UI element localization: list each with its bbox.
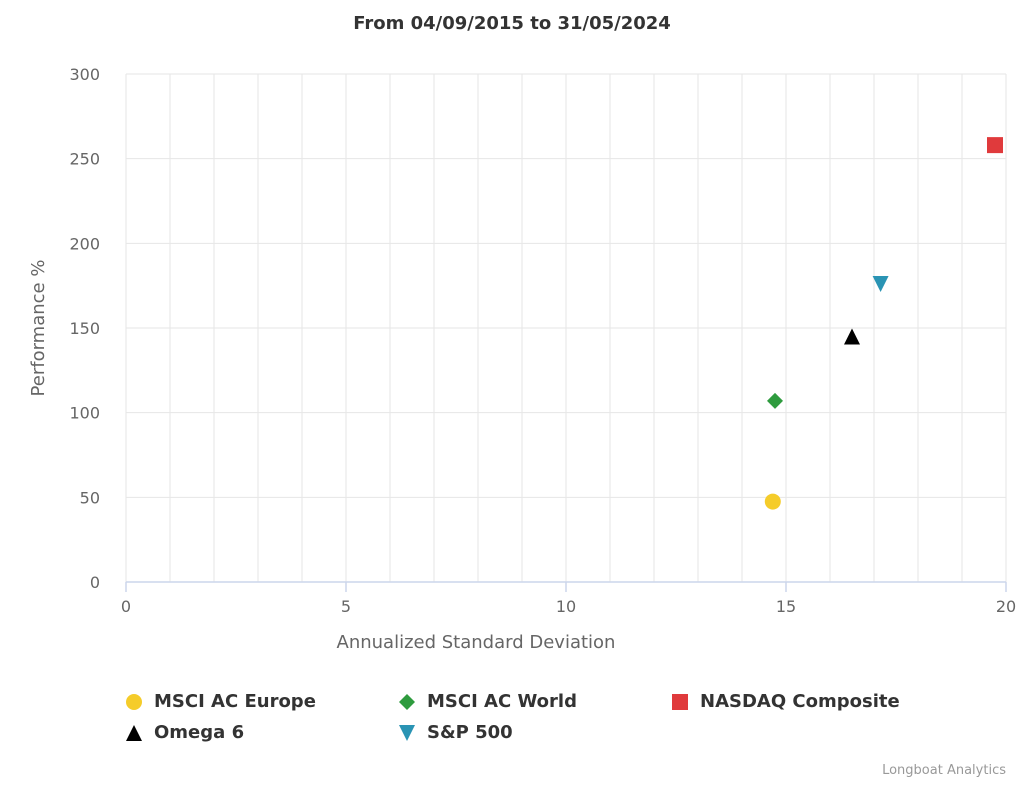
legend-item-msci-ac-europe[interactable]: MSCI AC Europe	[124, 691, 316, 712]
x-tick-label: 10	[556, 597, 576, 616]
x-tick-label: 0	[121, 597, 131, 616]
diamond-marker-icon	[399, 693, 415, 710]
credit-link[interactable]: Longboat Analytics	[882, 763, 1006, 778]
legend-item-nasdaq-composite[interactable]: NASDAQ Composite	[670, 691, 900, 712]
legend-label: MSCI AC World	[427, 691, 577, 712]
triangle-down-marker-icon	[399, 724, 415, 741]
data-point-omega-6[interactable]	[844, 328, 860, 345]
scatter-plot: 0 50 100 150 200 250 300 0 5 10 15 20 Annualized Sta…	[28, 65, 1016, 653]
y-tick-label: 0	[90, 573, 100, 592]
x-tick-label: 20	[996, 597, 1016, 616]
x-axis-title: Annualized Standard Deviation	[337, 632, 616, 653]
circle-marker-icon	[126, 693, 142, 710]
x-tick-label: 5	[341, 597, 351, 616]
y-axis-title: Performance %	[28, 260, 49, 397]
chart-title: From 04/09/2015 to 31/05/2024	[353, 13, 671, 34]
legend-symbol	[672, 693, 688, 710]
x-tick-label: 15	[776, 597, 796, 616]
y-tick-label: 150	[69, 319, 100, 338]
data-point-nasdaq-composite[interactable]	[987, 137, 1003, 154]
data-point-s-p-500[interactable]	[872, 275, 889, 292]
data-point-msci-ac-world[interactable]	[767, 392, 783, 409]
legend-symbol	[399, 693, 415, 710]
y-tick-label: 250	[69, 150, 100, 169]
y-tick-label: 100	[69, 404, 100, 423]
legend-item-omega-6[interactable]: Omega 6	[124, 722, 244, 743]
legend-symbol	[126, 693, 142, 710]
triangle-marker-icon	[126, 724, 142, 741]
legend-item-s-p-500[interactable]: S&P 500	[397, 722, 513, 743]
legend-label: Omega 6	[154, 722, 245, 743]
legend-label: MSCI AC Europe	[154, 691, 316, 712]
legend-label: S&P 500	[427, 722, 513, 743]
legend-symbol	[399, 724, 415, 741]
legend-label: NASDAQ Composite	[700, 691, 900, 712]
legend-item-msci-ac-world[interactable]: MSCI AC World	[397, 691, 577, 712]
y-tick-label: 50	[80, 488, 100, 507]
legend-symbol	[126, 724, 142, 741]
y-tick-label: 200	[69, 234, 100, 253]
data-point-msci-ac-europe[interactable]	[764, 493, 781, 510]
y-tick-label: 300	[69, 65, 100, 84]
square-marker-icon	[672, 693, 688, 710]
